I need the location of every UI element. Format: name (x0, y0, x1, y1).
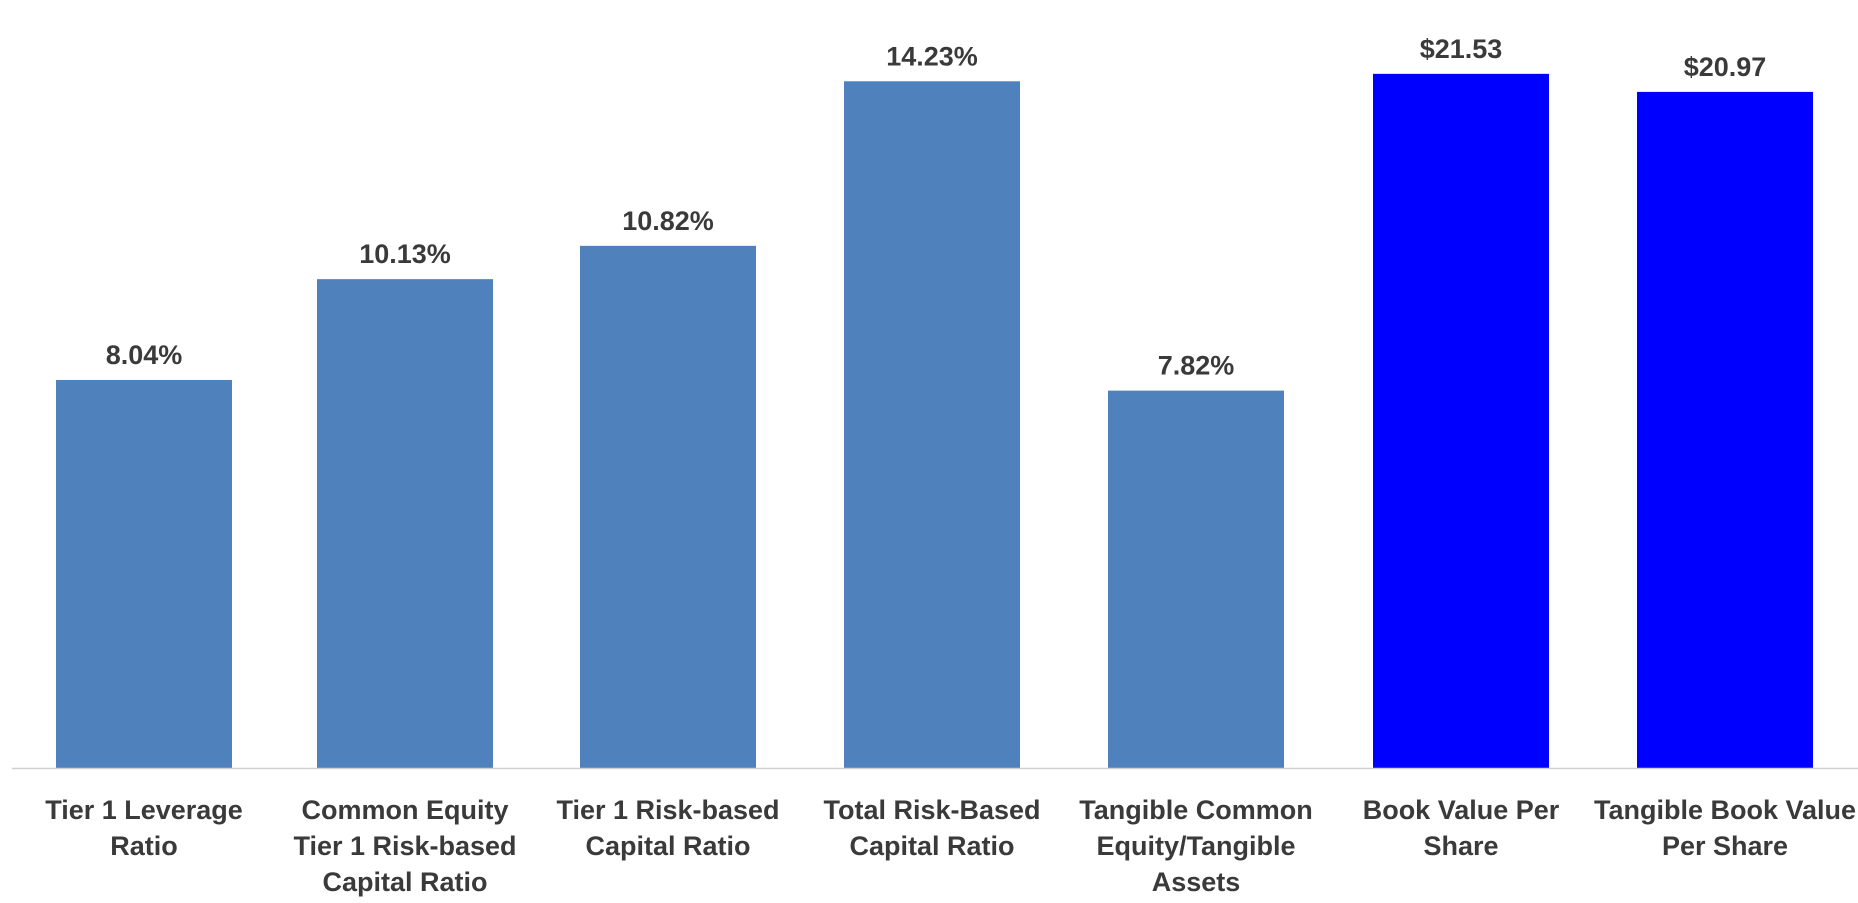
category-labels-group: Tier 1 Leverage Ratio Common Equity Tier 1 … (45, 795, 1856, 897)
bar-6 (1373, 73, 1549, 769)
value-labels-group: 8.04% 10.13% 10.82% 14.23% 7.82% $21.53 $20.97 (106, 34, 1767, 381)
category-label-2-line-3: Capital Ratio (322, 867, 487, 897)
category-label-3-line-1: Tier 1 Risk-based (556, 795, 779, 825)
category-label-5-line-2: Equity/Tangible (1096, 831, 1295, 861)
category-label-7-line-1: Tangible Book Value (1594, 795, 1856, 825)
bar-5 (1108, 390, 1284, 768)
bar-2 (317, 279, 493, 768)
value-label-3: 10.82% (622, 206, 714, 236)
category-label-5-line-1: Tangible Common (1079, 795, 1313, 825)
bar-4 (844, 81, 1020, 769)
bar-7 (1637, 91, 1813, 769)
category-label-2-line-2: Tier 1 Risk-based (293, 831, 516, 861)
value-label-7: $20.97 (1684, 52, 1767, 82)
bar-1 (56, 380, 232, 768)
category-label-7-line-2: Per Share (1662, 831, 1788, 861)
category-label-3-line-2: Capital Ratio (585, 831, 750, 861)
category-label-4-line-1: Total Risk-Based (823, 795, 1040, 825)
category-label-4-line-2: Capital Ratio (849, 831, 1014, 861)
value-label-4: 14.23% (886, 41, 978, 71)
value-label-5: 7.82% (1158, 351, 1235, 381)
category-label-1-line-1: Tier 1 Leverage (45, 795, 243, 825)
bars-group (56, 73, 1813, 769)
category-label-1-line-2: Ratio (110, 831, 178, 861)
bar-3 (580, 245, 756, 768)
value-label-2: 10.13% (359, 239, 451, 269)
value-label-6: $21.53 (1420, 34, 1503, 64)
category-label-5-line-3: Assets (1152, 867, 1241, 897)
value-label-1: 8.04% (106, 340, 183, 370)
category-label-6-line-1: Book Value Per (1363, 795, 1560, 825)
category-label-6-line-2: Share (1423, 831, 1498, 861)
category-label-2-line-1: Common Equity (302, 795, 509, 825)
